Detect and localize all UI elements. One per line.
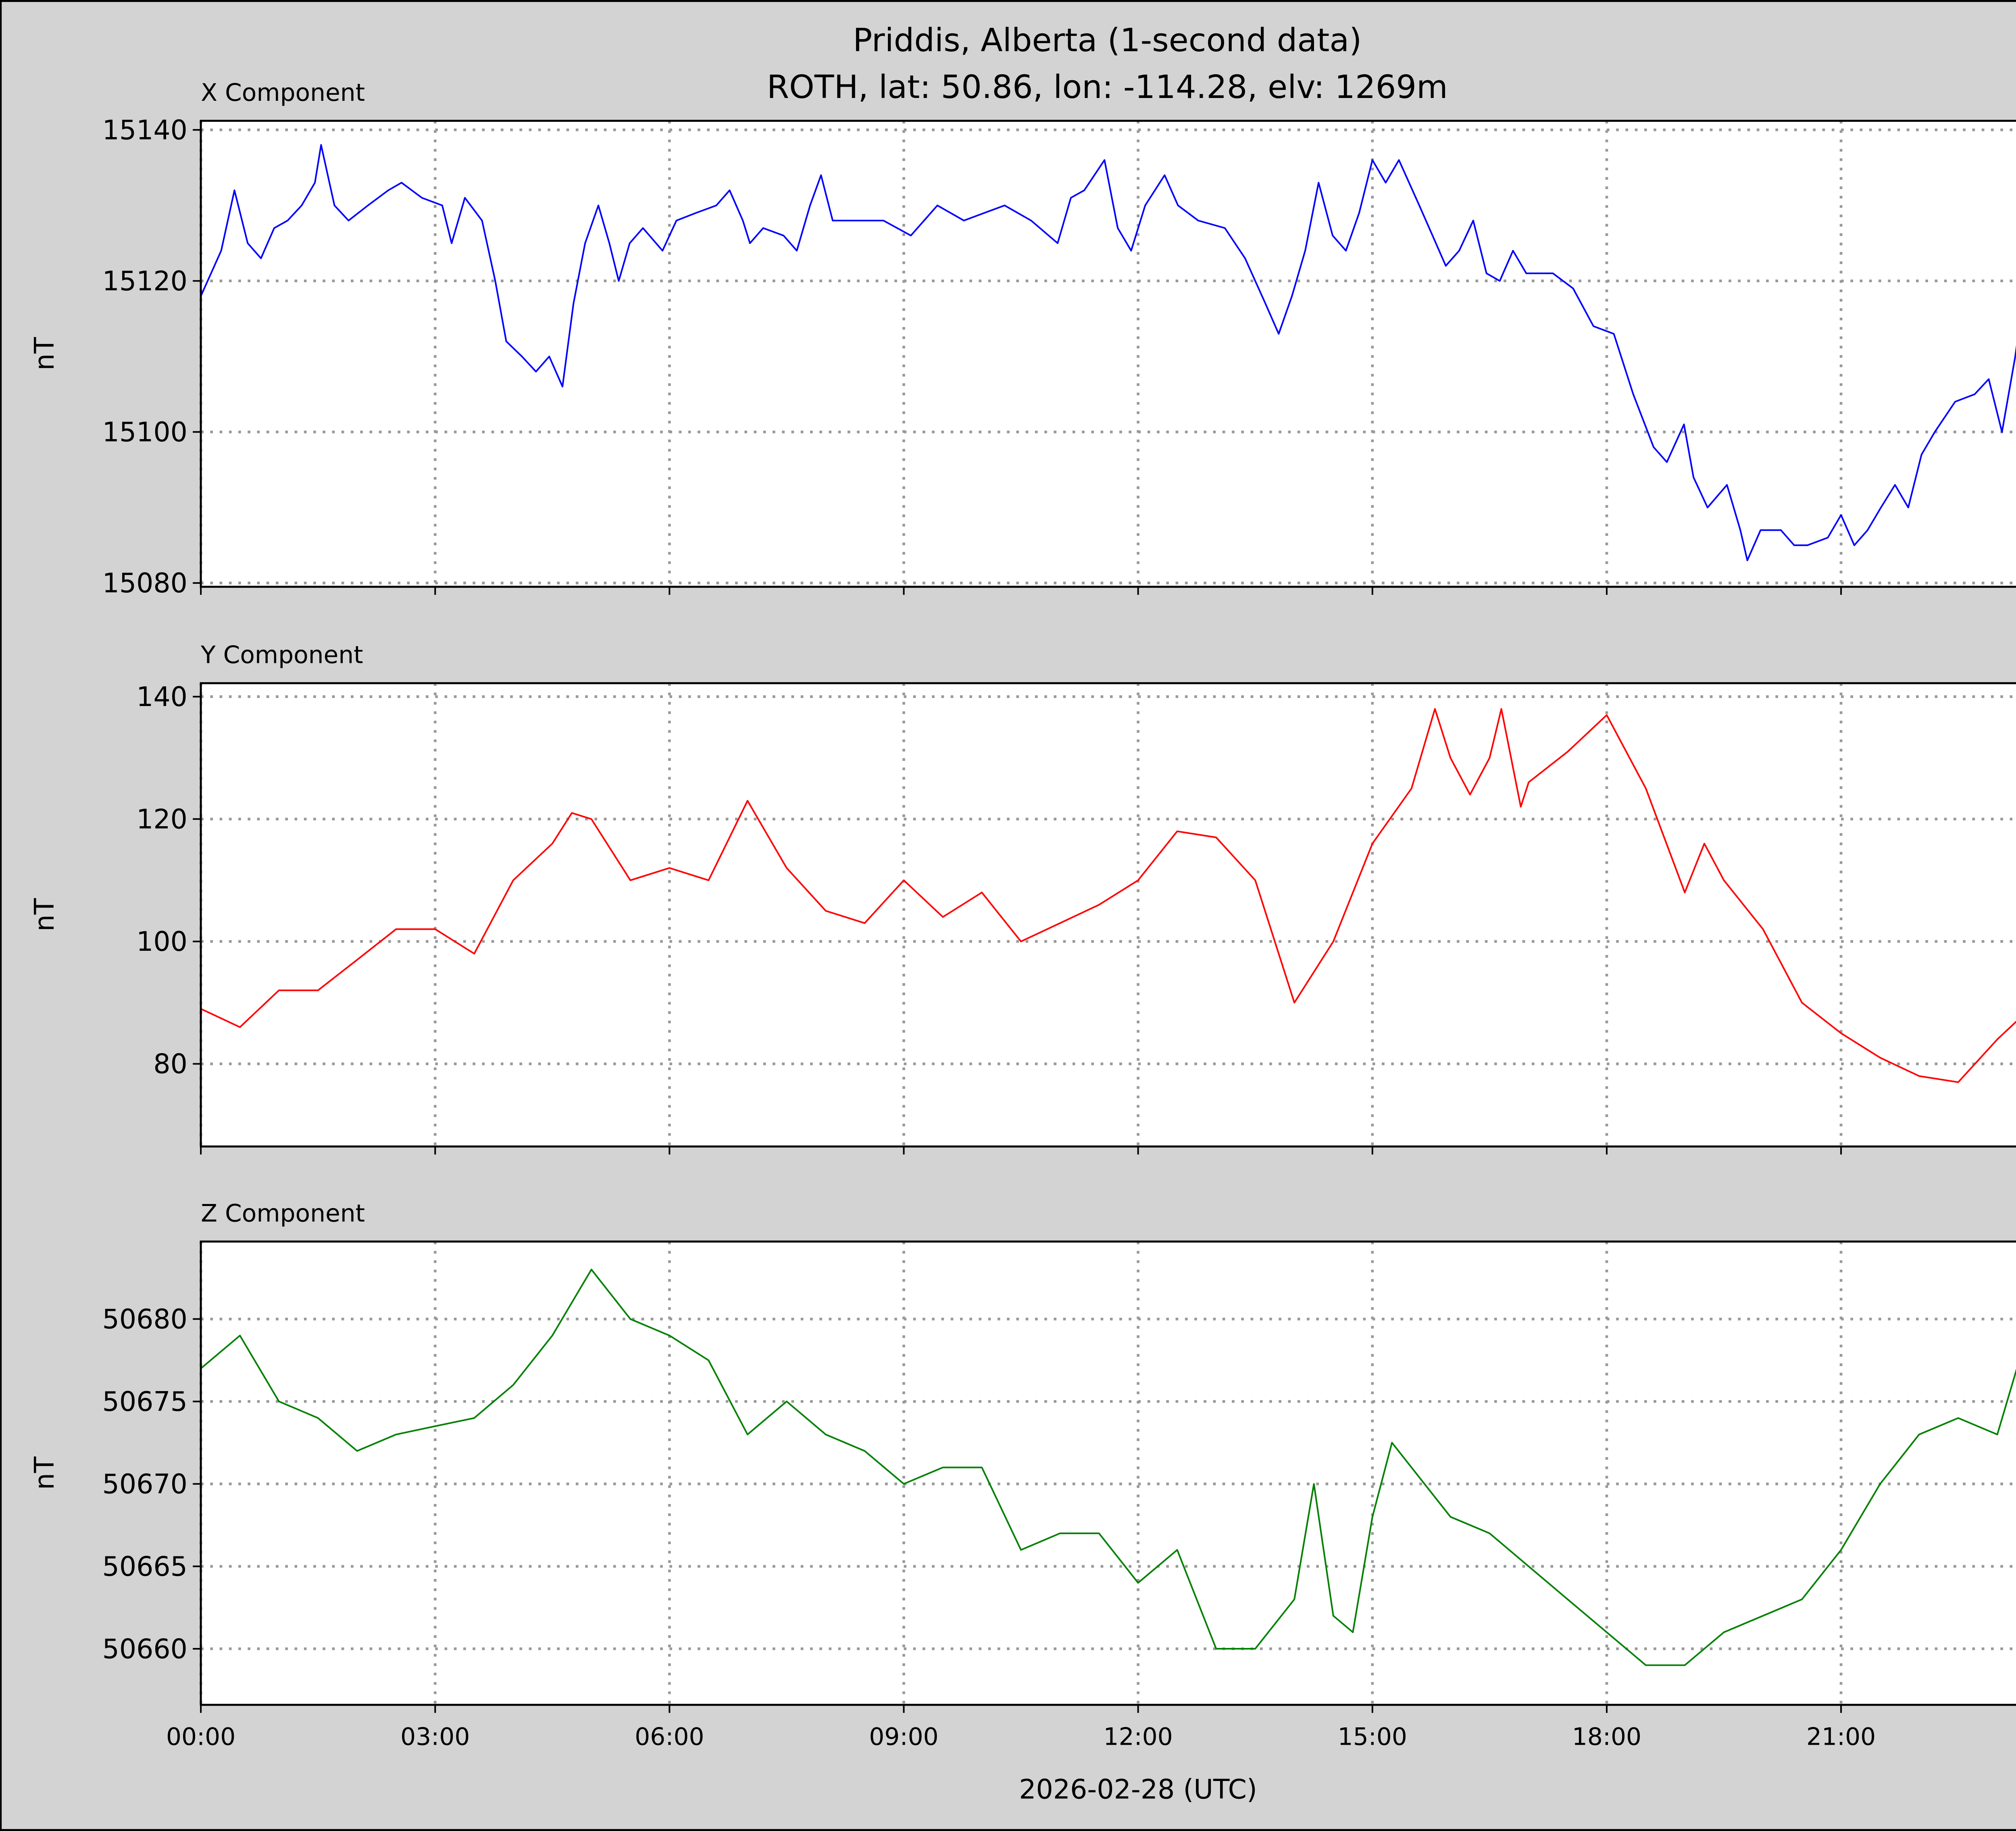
- y-tick-label: 140: [136, 681, 187, 712]
- y-axis-label: nT: [29, 898, 60, 931]
- series-line-2: [200, 1269, 2016, 1666]
- panel-x-component: 15080 15100 15120 15140 X Component nT: [29, 79, 2016, 599]
- panel-title: Y Component: [200, 642, 363, 669]
- x-axis-label: 2026-02-28 (UTC): [1019, 1774, 1257, 1805]
- y-tick-label: 50660: [102, 1633, 187, 1664]
- y-tick-label: 50665: [102, 1551, 187, 1582]
- y-tick-label: 80: [153, 1048, 187, 1080]
- y-tick-label: 15100: [102, 417, 187, 448]
- panel-y-component: 80 100 120 140 Y Component nT: [29, 642, 2016, 1155]
- y-tick-label: 50675: [102, 1386, 187, 1417]
- panel-title: Z Component: [201, 1200, 365, 1227]
- x-tick-label: 18:00: [1572, 1723, 1641, 1751]
- panel-z-component: 50660 50665 50670 50675 50680 00:00 03:00 06:00…: [29, 1200, 2016, 1751]
- x-tick-label: 15:00: [1338, 1723, 1407, 1751]
- series-line-1: [200, 708, 2016, 1083]
- plot-area: [201, 121, 2016, 587]
- chart-title: Priddis, Alberta (1-second data): [853, 21, 1362, 59]
- axes-frame: [200, 1240, 2016, 1706]
- panel-title: X Component: [201, 79, 365, 107]
- y-axis-label: nT: [29, 337, 60, 371]
- y-axis-label: nT: [29, 1456, 60, 1490]
- y-tick-label: 15080: [102, 567, 187, 599]
- y-tick-label: 15140: [102, 114, 187, 146]
- y-tick-label: 100: [136, 926, 187, 957]
- plot-area: [201, 1241, 2016, 1705]
- y-tick-label: 50680: [102, 1304, 187, 1335]
- series-line-0: [200, 144, 2016, 561]
- y-tick-label: 120: [136, 804, 187, 835]
- x-tick-label: 21:00: [1806, 1723, 1876, 1751]
- chart-subtitle: ROTH, lat: 50.86, lon: -114.28, elv: 126…: [767, 68, 1448, 106]
- y-tick-label: 15120: [102, 265, 187, 297]
- x-tick-label: 00:00: [166, 1723, 235, 1751]
- plot-area: [201, 683, 2016, 1147]
- x-tick-label: 12:00: [1104, 1723, 1173, 1751]
- x-tick-label: 03:00: [400, 1723, 470, 1751]
- y-tick-label: 50670: [102, 1468, 187, 1500]
- x-tick-label: 06:00: [635, 1723, 704, 1751]
- x-tick-label: 09:00: [869, 1723, 938, 1751]
